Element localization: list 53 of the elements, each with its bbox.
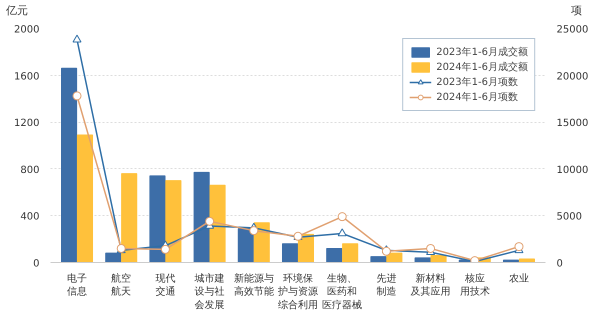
point [426,244,436,253]
y2-axis-title: 项 [571,3,582,19]
y-axis-title: 亿元 [6,3,28,19]
bar [105,252,122,262]
y-tick-label: 1600 [14,71,40,82]
legend-label: 2023年1-6月成交额 [436,46,528,59]
x-tick-label: 环境保护与资源综合利用 [277,272,318,311]
bar [194,172,210,262]
y-tick-label: 800 [20,164,40,176]
y2-tick-label: 25000 [556,24,588,36]
point [160,244,170,254]
bar [282,243,298,262]
point [338,228,347,236]
x-tick-label: 新能源与高效节能 [234,272,274,298]
x-tick-label: 城市建设与社会发展 [194,272,225,311]
bar [386,252,402,262]
y2-tick-label: 20000 [556,71,588,82]
point [382,246,391,256]
point [249,226,258,236]
bar [149,175,166,262]
y-tick-label: 2000 [14,24,40,36]
point [338,212,347,222]
y-tick-label: 400 [20,212,40,223]
y2-tick-label: 15000 [556,118,588,130]
point [72,34,82,43]
legend-label: 2023年1-6月项数 [436,76,518,89]
x-tick-label: 航空航天 [111,272,132,298]
bar [342,243,358,262]
bar [76,134,94,262]
y2-tick-label: 10000 [556,164,588,176]
y2-tick-label: 5000 [556,212,582,223]
bar [121,173,138,262]
bar [430,254,447,262]
bar [210,184,226,262]
point [72,91,82,100]
legend-label: 2024年1-6月成交额 [436,60,528,74]
x-tick-label: 农业 [508,272,529,284]
x-tick-label: 新材料及其应用 [410,272,451,298]
x-tick-label: 先进制造 [376,272,396,298]
x-tick-label: 核应用技术 [460,272,490,298]
bar [61,68,78,262]
point [514,242,524,252]
x-tick-label: 现代交通 [155,274,176,298]
legend-label: 2024年1-6月项数 [436,91,518,104]
bar [165,180,182,262]
bar [370,256,386,262]
y-tick-label: 1200 [14,118,40,130]
bar [326,248,342,262]
point [205,216,214,226]
x-tick-label: 生物、医药和医疗器械 [322,272,362,311]
y2-tick-label: 0 [556,258,563,270]
x-tick-label: 电子信息 [67,272,88,298]
y-tick-label: 0 [33,258,40,270]
